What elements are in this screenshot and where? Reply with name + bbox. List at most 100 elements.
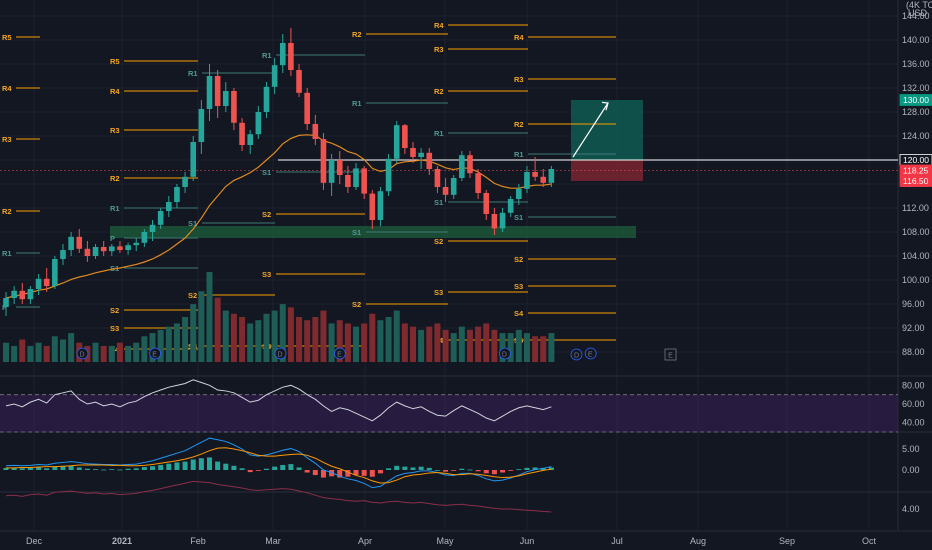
candle-body: [353, 168, 359, 187]
candle-body: [198, 109, 205, 142]
macd-histogram-bar: [68, 465, 74, 470]
candle-body: [279, 43, 286, 66]
macd-histogram-bar: [426, 467, 432, 470]
candle: [255, 106, 262, 139]
candle-body: [190, 142, 197, 177]
price-tag-label: 118.25: [903, 166, 929, 176]
event-marker-e-future: [664, 348, 677, 361]
candle: [239, 118, 245, 151]
price-tick-label: 96.00: [902, 299, 925, 309]
event-marker-e: [584, 347, 597, 360]
macd-histogram-bar: [377, 470, 383, 474]
candle-body: [361, 168, 367, 194]
pivot-label-r2: R2: [514, 120, 524, 129]
macd-histogram-bar: [174, 462, 180, 470]
candle-body: [174, 187, 180, 202]
volume-bar: [27, 345, 34, 362]
candle-body: [255, 112, 262, 135]
macd-histogram-bar: [19, 468, 25, 470]
candle: [410, 142, 416, 163]
volume-bar: [304, 320, 311, 362]
candle: [434, 166, 441, 193]
candle-body: [84, 248, 91, 256]
pivot-label-s3: S3: [434, 288, 443, 297]
candle: [328, 154, 335, 196]
candle: [499, 208, 506, 232]
candle: [231, 88, 237, 130]
candle: [369, 190, 376, 229]
macd-histogram-bar: [296, 467, 302, 470]
candle-body: [507, 199, 514, 213]
candle-body: [182, 176, 188, 187]
price-scale-header: (4K TO): [906, 0, 932, 10]
price-tick-label: 100.00: [902, 275, 930, 285]
candle: [516, 184, 522, 205]
currency-label: USD: [908, 8, 928, 18]
volume-bar: [401, 323, 408, 362]
pivot-label-r3: R3: [434, 45, 444, 54]
volume-bar: [125, 345, 132, 362]
macd-histogram-bar: [402, 466, 408, 470]
projection-arrow: [572, 102, 609, 158]
pivot-label-r2: R2: [434, 87, 444, 96]
candle-body: [377, 191, 384, 220]
volume-bar: [320, 310, 327, 362]
candle: [483, 190, 490, 220]
rsi-line: [5, 379, 552, 422]
event-marker-e: [333, 347, 346, 360]
candle-body: [499, 212, 506, 229]
candle-body: [166, 202, 172, 211]
volume-bar: [239, 317, 246, 362]
candle: [263, 82, 270, 118]
macd-histogram-bar: [198, 458, 204, 470]
volume-bar: [157, 329, 164, 362]
event-marker-label: E: [668, 353, 673, 360]
candle: [84, 241, 91, 262]
volume-bar: [344, 323, 351, 362]
macd-histogram-bar: [369, 470, 375, 477]
pivot-label-r4: R4: [2, 84, 12, 93]
volume-bar: [410, 326, 416, 362]
candle: [214, 70, 221, 118]
macd-histogram-bar: [190, 459, 196, 470]
volume-bar: [35, 342, 42, 362]
pivot-label-r1: R1: [188, 69, 198, 78]
macd-histogram-bar: [215, 461, 221, 470]
price-tag-label: 116.50: [903, 176, 929, 186]
candle: [442, 178, 449, 202]
candle: [174, 184, 180, 208]
price-tick-label: 88.00: [902, 347, 925, 357]
macd-histogram-bar: [223, 463, 229, 470]
pivot-label-s1: S1: [188, 219, 197, 228]
candle-body: [345, 175, 351, 187]
event-marker-e: [149, 347, 162, 360]
candle-body: [247, 134, 253, 145]
macd-histogram-bar: [418, 466, 424, 470]
macd-histogram-bar: [141, 467, 147, 470]
macd-histogram-bar: [516, 469, 522, 470]
candle: [418, 148, 424, 169]
macd-histogram-bar: [255, 470, 261, 471]
event-marker-label: E: [337, 352, 342, 359]
price-tag-label: 120.00: [903, 155, 929, 165]
candle-body: [418, 152, 424, 157]
macd-histogram-bar: [320, 470, 326, 478]
pivot-label-r1: R1: [514, 150, 524, 159]
candle-body: [11, 290, 17, 298]
candle: [149, 220, 156, 241]
macd-histogram-bar: [394, 465, 400, 470]
candle-body: [157, 211, 164, 225]
volume-bar: [92, 342, 99, 362]
candle: [532, 157, 538, 181]
candle-body: [336, 160, 343, 175]
volume-bar: [377, 320, 384, 362]
candle-body: [402, 125, 408, 148]
candle: [279, 34, 286, 73]
candle-body: [393, 125, 400, 159]
event-marker-label: D: [574, 353, 579, 360]
volume-bar: [100, 345, 107, 362]
event-marker-d: [76, 347, 89, 360]
candle-body: [442, 187, 449, 195]
target-box-profit: [571, 100, 643, 160]
